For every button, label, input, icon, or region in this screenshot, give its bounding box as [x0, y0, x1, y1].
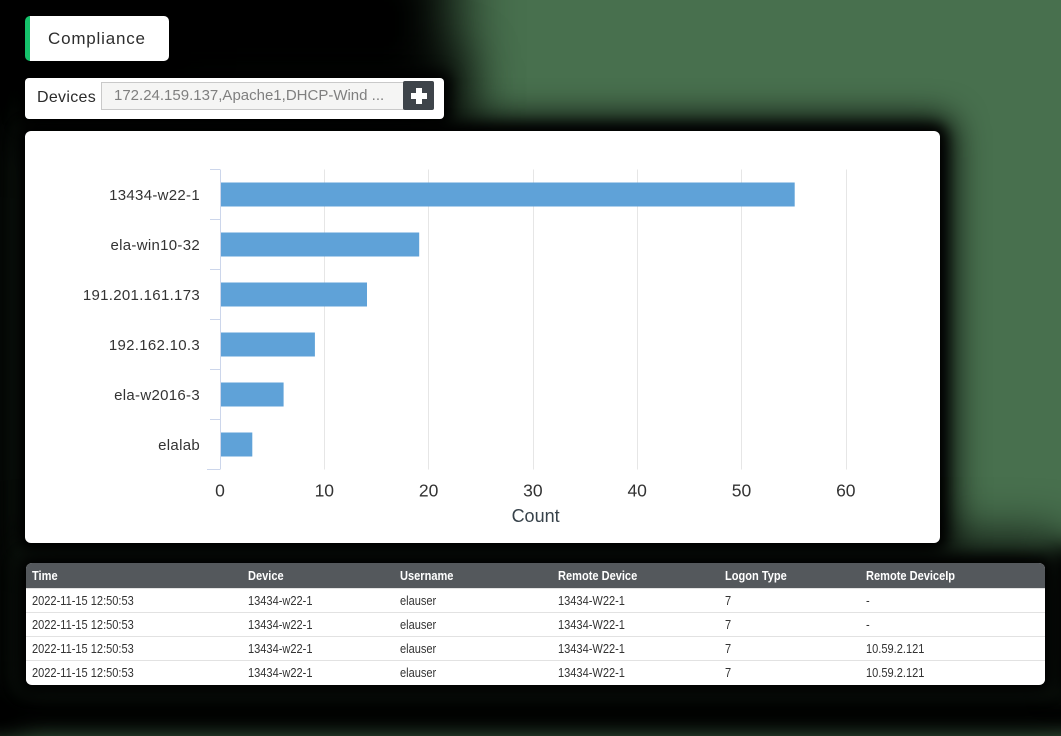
svg-text:50: 50: [732, 481, 752, 501]
svg-text:0: 0: [215, 481, 225, 501]
svg-text:40: 40: [627, 481, 647, 501]
svg-text:ela-win10-32: ela-win10-32: [111, 237, 200, 254]
svg-text:191.201.161.173: 191.201.161.173: [83, 287, 200, 304]
svg-text:60: 60: [836, 481, 856, 501]
svg-text:10: 10: [315, 481, 335, 501]
svg-text:30: 30: [523, 481, 543, 501]
svg-text:Count: Count: [512, 506, 560, 526]
svg-text:192.162.10.3: 192.162.10.3: [109, 337, 200, 354]
svg-text:20: 20: [419, 481, 439, 501]
svg-text:elalab: elalab: [158, 437, 200, 454]
svg-text:13434-w22-1: 13434-w22-1: [109, 187, 200, 204]
svg-text:ela-w2016-3: ela-w2016-3: [114, 387, 200, 404]
